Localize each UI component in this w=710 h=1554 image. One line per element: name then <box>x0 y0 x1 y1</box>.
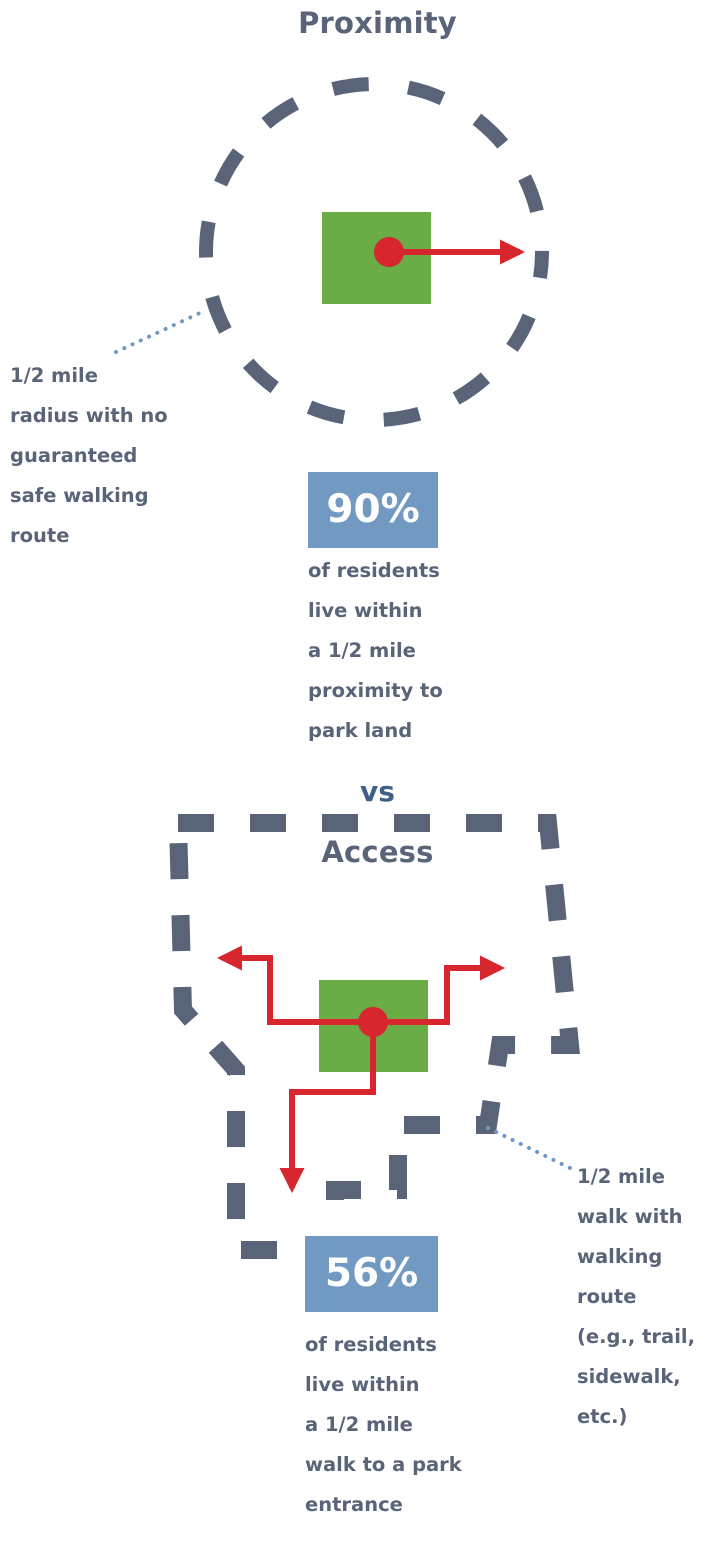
proximity-stat-badge: 90% <box>308 472 438 548</box>
access-route-arrow-down <box>279 1022 376 1194</box>
proximity-radius-circle <box>199 77 549 427</box>
access-callout-text: 1/2 mile walk with walking route (e.g., … <box>577 1165 695 1428</box>
access-route-arrow-right <box>373 955 506 1025</box>
proximity-heading: Proximity <box>298 6 457 40</box>
proximity-callout-text: 1/2 mile radius with no guaranteed safe … <box>10 364 168 547</box>
access-origin-dot <box>358 1007 388 1037</box>
access-route-arrow-left <box>216 945 373 1025</box>
access-callout-leader <box>486 1126 572 1170</box>
access-heading: Access <box>321 835 434 869</box>
proximity-stat-description: of residents live within a 1/2 mile prox… <box>308 559 443 742</box>
proximity-origin-dot <box>374 237 404 267</box>
access-stat-description: of residents live within a 1/2 mile walk… <box>305 1333 462 1516</box>
access-stat-badge: 56% <box>305 1236 438 1312</box>
access-walk-boundary <box>168 814 580 1259</box>
proximity-callout-leader <box>114 310 204 354</box>
vs-separator: vs <box>360 775 395 808</box>
